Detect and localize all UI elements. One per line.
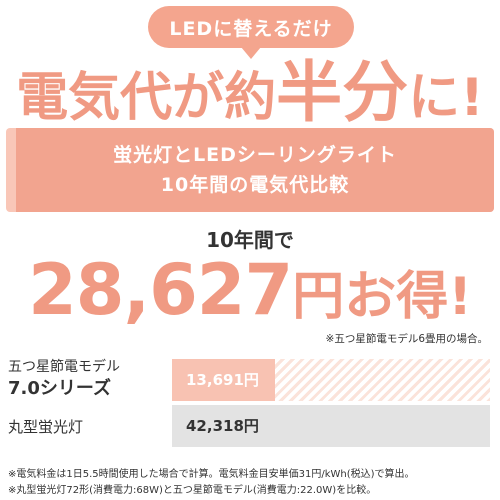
led-series-label: 7.0シリーズ (8, 378, 111, 399)
bubble-text: LEDに替えるだけ (169, 17, 333, 40)
bar-led (172, 359, 275, 401)
speech-bubble: LEDに替えるだけ (148, 6, 354, 48)
fluorescent-label: 丸型蛍光灯 (8, 418, 84, 436)
bar-value-led: 13,691円 (186, 371, 259, 389)
savings-amount: 28,627円お得! (0, 250, 500, 330)
headline: 電気代が約半分に! (0, 54, 500, 132)
bar-fluorescent: 42,318円 (172, 405, 490, 447)
speech-bubble-tail (241, 47, 261, 59)
footnote-2: ※丸型蛍光灯72形(消費電力:68W)と五つ星節電モデル(消費電力:22.0W)… (8, 485, 377, 496)
savings-number: 28,627 (28, 249, 293, 331)
comparison-banner-inner: 蛍光灯とLEDシーリングライト 10年間の電気代比較 (16, 128, 494, 212)
comparison-banner: 蛍光灯とLEDシーリングライト 10年間の電気代比較 (6, 128, 494, 212)
led-model-label: 五つ星節電モデル (8, 359, 120, 375)
bar-track-led: 13,691円 (172, 359, 490, 401)
savings-note: ※五つ星節電モデル6畳用の場合。 (325, 333, 488, 345)
bar-value-fluorescent: 42,318円 (186, 417, 259, 435)
comparison-line1: 蛍光灯とLEDシーリングライト (113, 144, 397, 166)
savings-suffix: 円お得! (292, 267, 472, 327)
period-label: 10年間で (206, 228, 294, 252)
comparison-line2: 10年間の電気代比較 (160, 174, 350, 196)
headline-half: 半分 (276, 54, 409, 131)
footnote-1: ※電気料金は1日5.5時間使用した場合で計算。電気料金目安単価31円/kWh(税… (8, 469, 415, 480)
headline-part1: 電気代が約 (16, 68, 277, 128)
headline-part3: に! (408, 68, 484, 128)
